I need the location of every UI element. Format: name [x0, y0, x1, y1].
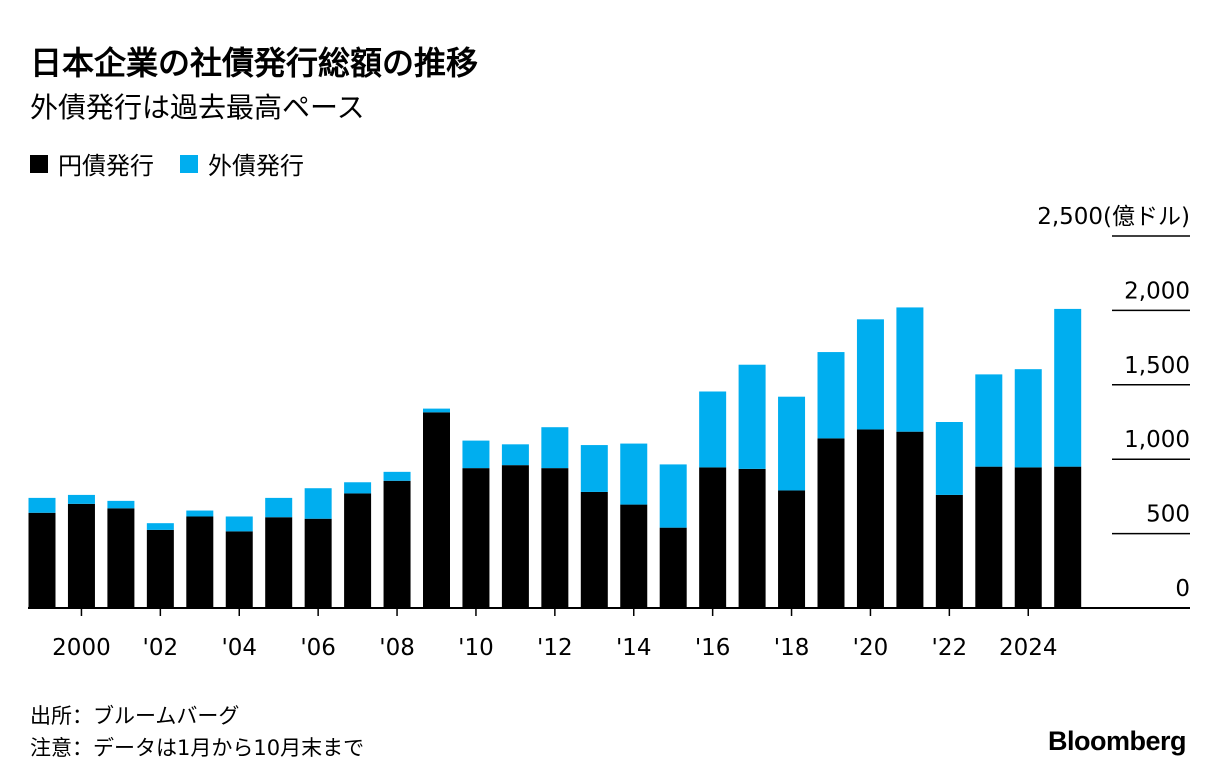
- bar-foreign: [344, 482, 372, 494]
- bar-yen: [423, 412, 450, 608]
- x-tick-label: 2024: [999, 635, 1058, 661]
- bar-foreign: [462, 440, 490, 469]
- legend-item-yen: 円債発行: [30, 146, 154, 181]
- x-tick-label: '22: [932, 635, 968, 661]
- x-tick-label: '16: [695, 635, 731, 661]
- bar-foreign: [146, 523, 174, 530]
- bar-foreign: [738, 364, 766, 469]
- bar-foreign: [620, 443, 648, 505]
- bar-foreign: [541, 427, 569, 469]
- chart-title: 日本企業の社債発行総額の推移: [30, 44, 479, 82]
- bar-yen: [28, 512, 56, 608]
- bar-foreign: [107, 500, 135, 509]
- bar-yen: [304, 518, 332, 608]
- bar-yen: [856, 429, 884, 608]
- bar-foreign: [1054, 308, 1082, 467]
- bar-chart: 0 500 1,000 1,500 2,000 2,500(億ドル) 2000 '02 '04 '…: [28, 204, 1190, 661]
- bar-foreign: [935, 422, 963, 495]
- chart-subtitle: 外債発行は過去最高ペース: [30, 91, 365, 124]
- bar-foreign: [699, 391, 727, 468]
- bar-foreign: [896, 307, 924, 432]
- y-tick-label: 500: [1146, 502, 1190, 528]
- y-tick-label: 0: [1175, 576, 1190, 602]
- bar-foreign: [225, 516, 253, 532]
- bar-yen: [738, 468, 766, 608]
- bar-yen: [1054, 466, 1082, 608]
- y-tick-label: 1,500: [1124, 353, 1190, 379]
- bar-yen: [67, 503, 95, 608]
- y-tick-label: 1,000: [1124, 427, 1190, 453]
- x-tick-label: '02: [143, 635, 179, 661]
- bar-yen: [462, 468, 490, 608]
- bar-yen: [344, 493, 372, 608]
- bar-yen: [659, 527, 687, 608]
- bar-yen: [935, 494, 963, 608]
- bar-foreign: [778, 396, 806, 491]
- bar-yen: [975, 466, 1003, 608]
- legend-swatch-foreign: [180, 154, 198, 173]
- bar-foreign: [423, 408, 450, 413]
- bar-yen: [896, 431, 924, 608]
- x-tick-label: '12: [537, 635, 573, 661]
- bar-foreign: [501, 444, 529, 466]
- bar-yen: [541, 468, 569, 608]
- bar-foreign: [975, 374, 1003, 467]
- bar-foreign: [265, 497, 293, 518]
- legend: 円債発行 外債発行: [30, 146, 330, 181]
- legend-label-foreign: 外債発行: [208, 152, 304, 180]
- bar-yen: [501, 465, 529, 608]
- x-tick-label: '06: [300, 635, 336, 661]
- bar-yen: [620, 504, 648, 608]
- bar-yen: [383, 480, 411, 608]
- bar-foreign: [304, 488, 332, 519]
- data-note: 注意：データは1月から10月末まで: [30, 736, 365, 760]
- x-tick-label: '10: [458, 635, 494, 661]
- source-note: 出所：ブルームバーグ: [30, 704, 240, 728]
- bar-yen: [817, 438, 845, 608]
- bar-yen: [186, 516, 214, 608]
- x-tick-label: 2000: [52, 635, 111, 661]
- bar-yen: [699, 467, 727, 608]
- x-tick-label: '08: [379, 635, 415, 661]
- y-tick-label: 2,500(億ドル): [1037, 204, 1190, 230]
- x-tick-label: '20: [853, 635, 889, 661]
- x-tick-label: '04: [221, 635, 257, 661]
- bar-foreign: [856, 319, 884, 430]
- bar-foreign: [1014, 369, 1042, 468]
- bar-yen: [778, 490, 806, 608]
- x-tick-label: '18: [774, 635, 810, 661]
- bar-foreign: [659, 464, 687, 528]
- bar-yen: [146, 529, 174, 608]
- bar-foreign: [580, 445, 608, 492]
- bar-yen: [265, 517, 293, 608]
- bar-yen: [107, 508, 135, 608]
- y-tick-label: 2,000: [1124, 278, 1190, 304]
- bar-foreign: [67, 494, 95, 504]
- bar-foreign: [817, 352, 845, 439]
- legend-item-foreign: 外債発行: [180, 146, 304, 181]
- bloomberg-logo: Bloomberg: [1047, 726, 1187, 756]
- legend-swatch-yen: [30, 154, 48, 173]
- bar-foreign: [383, 471, 411, 481]
- bar-foreign: [28, 497, 56, 513]
- x-tick-label: '14: [616, 635, 652, 661]
- legend-label-yen: 円債発行: [58, 152, 154, 180]
- bar-yen: [1014, 467, 1042, 608]
- bar-foreign: [186, 510, 214, 517]
- bar-yen: [225, 531, 253, 608]
- bar-yen: [580, 491, 608, 608]
